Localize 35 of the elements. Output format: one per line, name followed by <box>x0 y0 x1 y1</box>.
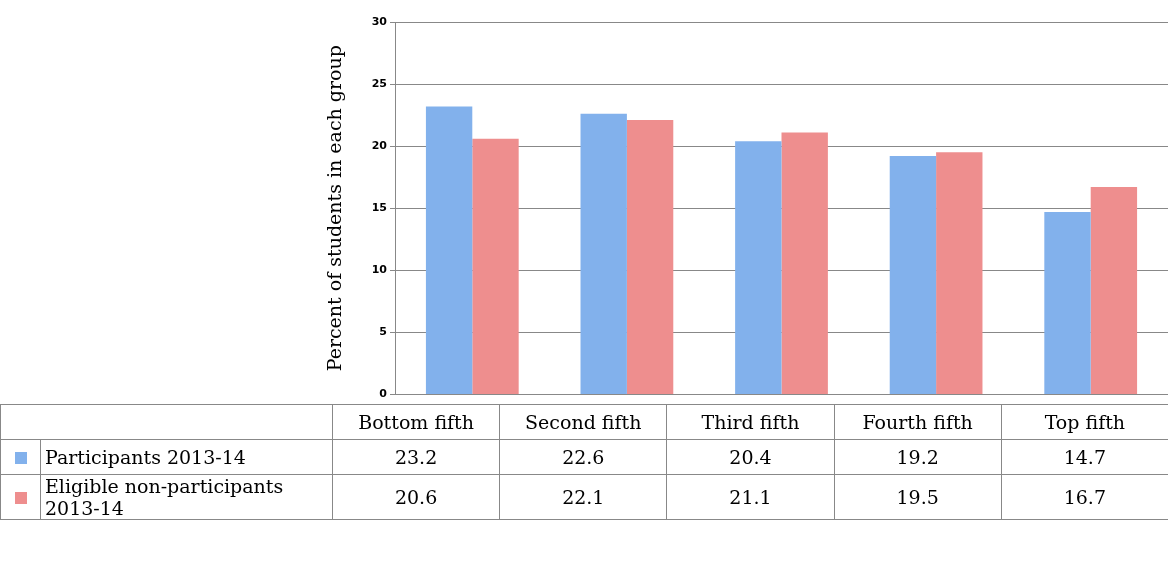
y-tick-label: 0 <box>379 387 388 401</box>
bar <box>580 113 627 394</box>
bar <box>1044 211 1091 394</box>
data-label: 19.5 <box>834 474 1002 520</box>
data-label: 20.6 <box>332 474 500 520</box>
bar <box>936 152 983 394</box>
data-label: 16.7 <box>1001 474 1168 520</box>
y-axis-title: Percent of students in each group <box>323 45 346 372</box>
data-label: 21.1 <box>666 474 835 520</box>
bar <box>889 156 937 394</box>
legend-label: Participants 2013-14 <box>40 439 333 475</box>
bar <box>472 138 519 394</box>
data-label: 14.7 <box>1001 439 1168 475</box>
data-label: 19.2 <box>834 439 1002 475</box>
y-tick-label: 10 <box>371 263 388 277</box>
x-tick-label: Second fifth <box>499 404 667 440</box>
data-label: 22.6 <box>499 439 667 475</box>
legend-label: Eligible non-participants 2013-14 <box>40 474 333 520</box>
bar <box>425 106 473 394</box>
y-tick-label: 15 <box>371 201 387 215</box>
bar <box>626 120 674 394</box>
data-label: 20.4 <box>666 439 835 475</box>
x-tick-label: Third fifth <box>666 404 835 440</box>
x-tick-label: Fourth fifth <box>834 404 1002 440</box>
bar <box>1090 187 1138 394</box>
bar <box>781 132 828 394</box>
y-tick-label: 5 <box>379 325 387 339</box>
x-tick-label: Top fifth <box>1001 404 1168 440</box>
data-label: 22.1 <box>499 474 667 520</box>
y-tick-label: 25 <box>371 76 387 90</box>
y-tick-label: 20 <box>371 138 388 152</box>
x-tick-label: Bottom fifth <box>332 404 500 440</box>
bar <box>735 141 782 394</box>
y-tick-label: 30 <box>371 14 388 28</box>
data-label: 23.2 <box>332 439 500 475</box>
